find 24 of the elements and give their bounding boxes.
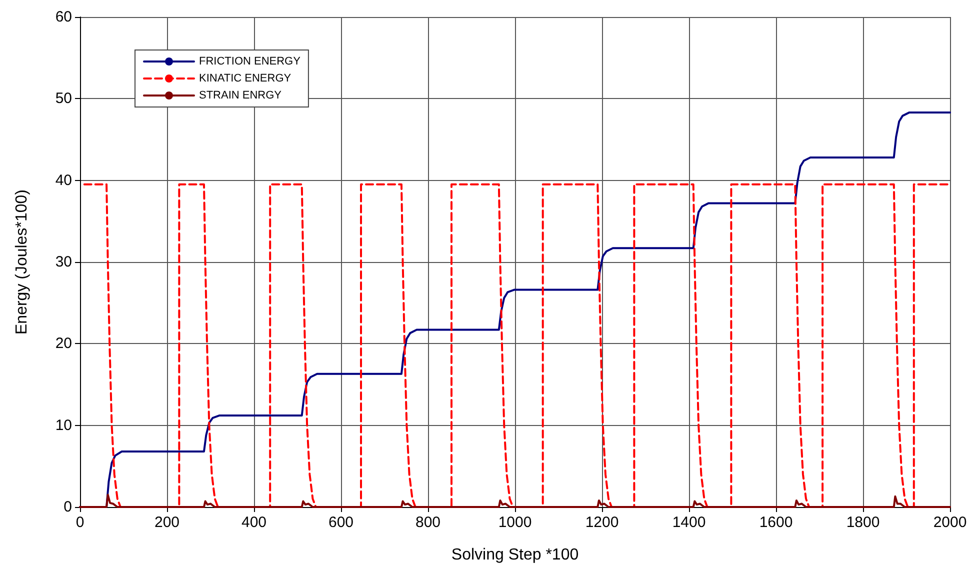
x-tick-label: 1000: [498, 514, 532, 531]
x-axis-title: Solving Step *100: [451, 546, 579, 564]
x-tick-label: 1800: [846, 514, 880, 531]
y-tick-label: 40: [55, 172, 72, 189]
y-tick-label: 0: [64, 498, 72, 516]
x-tick-label: 600: [328, 514, 354, 531]
y-tick-label: 20: [55, 335, 72, 352]
x-tick-label: 800: [415, 514, 441, 531]
x-tick-label: 1200: [585, 514, 619, 531]
y-tick-label: 50: [55, 90, 72, 108]
x-tick-label: 1600: [759, 514, 793, 531]
legend-label: KINATIC ENERGY: [199, 72, 292, 84]
x-tick-label: 2000: [933, 514, 967, 531]
x-tick-label: 1400: [672, 514, 706, 531]
legend-label: FRICTION ENERGY: [199, 56, 302, 68]
line-series: [83, 183, 951, 508]
legend-label: STRAIN ENRGY: [199, 90, 282, 102]
y-tick-label: 10: [55, 416, 72, 434]
x-tick-label: 200: [154, 514, 180, 531]
x-tick-label: 400: [241, 514, 267, 531]
y-tick-label: 60: [55, 8, 72, 26]
x-tick-label: 0: [76, 514, 84, 531]
y-axis-title: Energy (Joules*100): [14, 190, 30, 334]
y-tick-label: 30: [55, 254, 72, 270]
